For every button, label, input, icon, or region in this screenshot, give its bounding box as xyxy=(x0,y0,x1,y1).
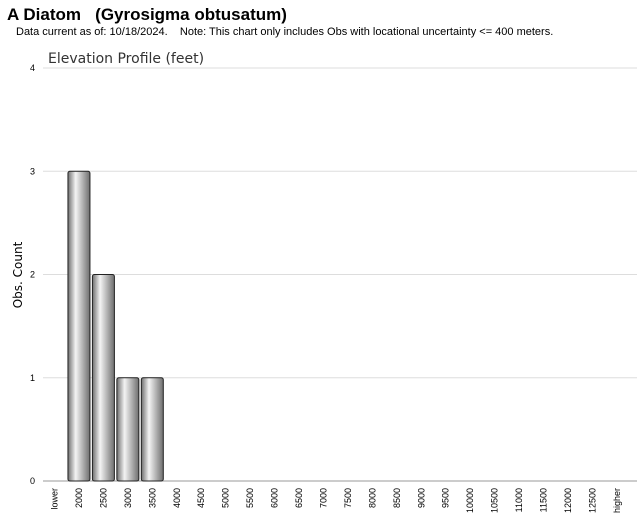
x-tick-label: 3000 xyxy=(123,488,133,508)
x-tick-label: 2000 xyxy=(74,488,84,508)
x-tick-label: 12500 xyxy=(587,488,597,513)
x-tick-label: 9500 xyxy=(441,488,451,508)
y-tick-label: 0 xyxy=(30,476,35,486)
bar-2500 xyxy=(91,274,115,482)
x-tick-label: 12000 xyxy=(563,488,573,513)
page-title: A Diatom (Gyrosigma obtusatum) xyxy=(7,5,287,24)
x-tick-label: 7000 xyxy=(318,488,328,508)
y-tick-label: 3 xyxy=(30,166,35,176)
x-tick-labels: lower 2000 2500 3000 3500 4000 4500 5000 5500 600… xyxy=(50,488,622,513)
x-tick-label: 5500 xyxy=(245,488,255,508)
x-tick-label: 2500 xyxy=(98,488,108,508)
x-tick-label: 8500 xyxy=(392,488,402,508)
x-tick-label: 11000 xyxy=(514,488,524,512)
y-tick-label: 4 xyxy=(30,63,35,73)
x-tick-label: higher xyxy=(612,488,622,513)
x-tick-label: 11500 xyxy=(539,488,549,512)
bar-2000 xyxy=(67,170,91,482)
y-tick-label: 2 xyxy=(30,270,35,280)
chart-title: Elevation Profile (feet) xyxy=(48,51,204,67)
x-tick-label: lower xyxy=(50,488,60,510)
x-tick-label: 3500 xyxy=(147,488,157,508)
x-tick-label: 6500 xyxy=(294,488,304,508)
x-tick-label: 8000 xyxy=(367,488,377,508)
page-subtitle: Data current as of: 10/18/2024. Note: Th… xyxy=(16,26,554,38)
x-tick-label: 10000 xyxy=(465,488,475,513)
y-tick-label: 1 xyxy=(30,373,35,383)
bar-3500 xyxy=(140,377,164,482)
y-axis-label: Obs. Count xyxy=(11,241,25,308)
x-tick-label: 5000 xyxy=(221,488,231,508)
x-tick-label: 4500 xyxy=(196,488,206,508)
x-tick-label: 6000 xyxy=(270,488,280,508)
x-tick-label: 9000 xyxy=(416,488,426,508)
y-tick-labels: 0 1 2 3 4 xyxy=(30,63,35,486)
x-tick-label: 10500 xyxy=(490,488,500,513)
x-tick-label: 4000 xyxy=(172,488,182,508)
x-tick-label: 7500 xyxy=(343,488,353,508)
bar-3000 xyxy=(116,377,140,482)
bars xyxy=(67,170,164,482)
